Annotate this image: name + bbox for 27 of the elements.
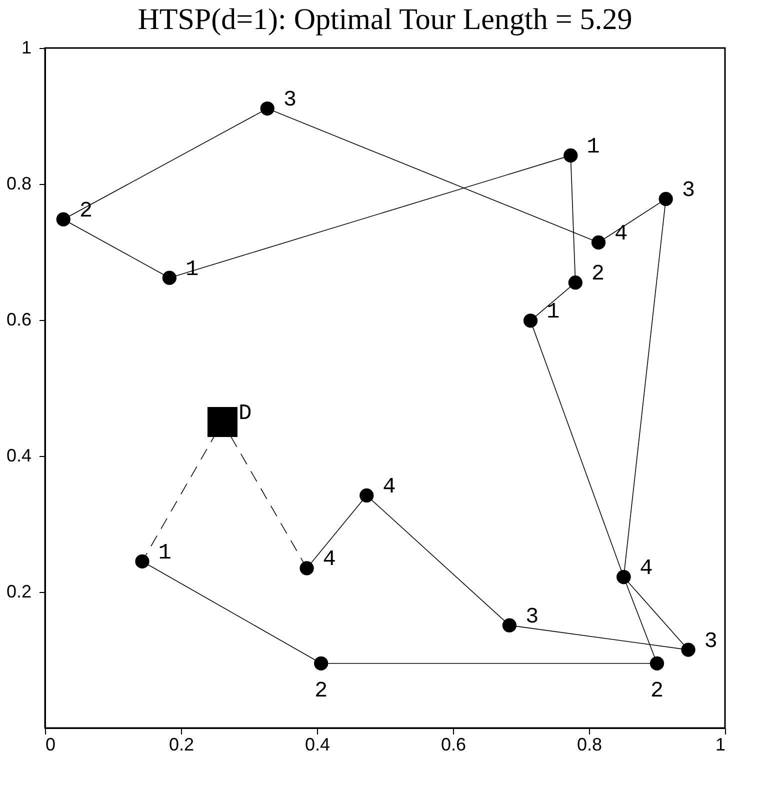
annotation: 4 — [382, 474, 396, 500]
x-tick-label: 1 — [715, 734, 726, 754]
x-tick-label: 0 — [46, 734, 56, 754]
annotation: D — [238, 401, 252, 426]
x-tick-label: 0.8 — [576, 734, 602, 754]
annotation: 1 — [546, 300, 560, 325]
annotation: 2 — [314, 678, 328, 704]
annotation: 1 — [586, 134, 600, 160]
annotation: 4 — [640, 556, 653, 582]
y-tick-label: 0.4 — [6, 446, 32, 466]
annotation: 4 — [322, 547, 336, 572]
x-tick-label: 0.4 — [304, 734, 330, 754]
y-tick-label: 1 — [21, 38, 32, 58]
y-tick-label: 0.6 — [6, 310, 32, 330]
annotation: 1 — [158, 540, 172, 566]
annotation: 3 — [682, 178, 696, 203]
x-tick-label: 0.6 — [440, 734, 466, 754]
annotation: 3 — [704, 628, 718, 654]
y-tick-label: 0.2 — [6, 582, 32, 602]
annotation: 2 — [591, 262, 605, 287]
y-tick-label: 0.8 — [6, 174, 32, 194]
annotation: 4 — [614, 221, 628, 246]
annotation: 3 — [525, 604, 539, 630]
x-tick-label: 0.2 — [168, 734, 194, 754]
annotation: 2 — [650, 678, 664, 704]
annotation: 3 — [283, 88, 297, 113]
chart-title: HTSP(d=1): Optimal Tour Length = 5.29 — [138, 3, 632, 36]
